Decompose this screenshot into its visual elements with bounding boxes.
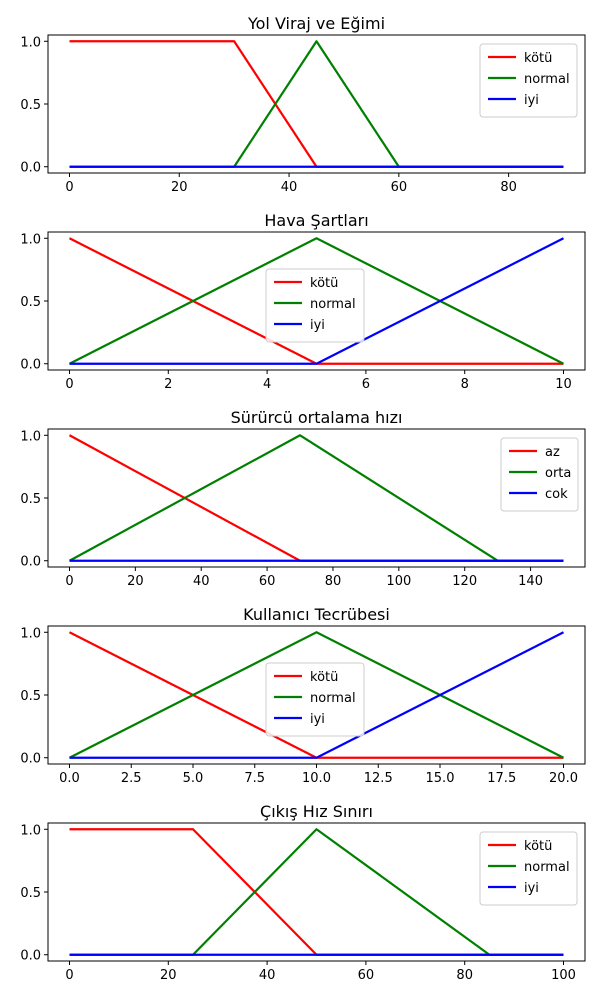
x-tick-label: 100	[386, 574, 411, 589]
x-tick-label: 120	[452, 574, 477, 589]
x-tick-label: 40	[259, 968, 276, 983]
x-tick-label: 8	[461, 377, 469, 392]
y-tick-label: 1.0	[20, 626, 41, 641]
y-tick-label: 1.0	[20, 429, 41, 444]
chart-panel-1: Yol Viraj ve Eğimi 0 20 40 60 80 0.0 0.5 1.0 kötü…	[20, 14, 586, 195]
y-tick-label: 0.0	[20, 161, 41, 176]
chart-panel-4: Kullanıcı Tecrübesi 0.0 2.5 5.0 7.5 10.0 12.5 1…	[20, 605, 586, 786]
x-tick-label: 100	[551, 968, 576, 983]
y-tick-label: 1.0	[20, 35, 41, 50]
x-tick-label: 10	[555, 377, 572, 392]
legend-label: iyi	[524, 881, 539, 896]
chart-title: Kullanıcı Tecrübesi	[243, 605, 390, 624]
legend-label: normal	[524, 72, 570, 87]
y-tick-label: 0.0	[20, 358, 41, 373]
x-tick-label: 2.5	[121, 771, 142, 786]
y-tick-label: 0.0	[20, 949, 41, 964]
chart-title: Yol Viraj ve Eğimi	[247, 14, 385, 33]
x-tick-label: 60	[391, 180, 408, 195]
series-line-az	[68, 434, 564, 562]
legend-label: orta	[545, 466, 571, 481]
y-tick-label: 0.5	[20, 492, 41, 507]
chart-panel-2: Hava Şartları 0 2 4 6 8 10 0.0 0.5 1.0 kötü normal i…	[20, 211, 586, 392]
legend: kötü normal iyi	[479, 43, 578, 118]
x-tick-label: 60	[259, 574, 276, 589]
x-tick-label: 2	[164, 377, 172, 392]
legend-label: kötü	[310, 670, 338, 685]
chart-panel-5: Çıkış Hız Sınırı 0 20 40 60 80 100 0.0 0.5 1.0 köt…	[20, 802, 586, 983]
x-tick-label: 40	[193, 574, 210, 589]
x-tick-label: 80	[456, 968, 473, 983]
x-tick-label: 60	[358, 968, 375, 983]
series-line-iyi	[69, 237, 565, 365]
x-tick-label: 0	[65, 377, 73, 392]
series-line-normal	[68, 631, 565, 759]
chart-panel-3: Sürürcü ortalama hızı 0 20 40 60 80 100 120 140 0…	[20, 408, 586, 589]
x-tick-label: 140	[518, 574, 543, 589]
x-tick-label: 10.0	[302, 771, 331, 786]
legend-label: cok	[545, 487, 568, 502]
series-line-orta	[68, 434, 564, 562]
x-tick-label: 0	[65, 180, 73, 195]
y-tick-label: 0.0	[20, 555, 41, 570]
y-tick-label: 1.0	[20, 232, 41, 247]
x-tick-label: 17.5	[487, 771, 516, 786]
y-tick-label: 0.0	[20, 752, 41, 767]
y-tick-label: 0.5	[20, 689, 41, 704]
legend: kötü normal iyi	[265, 268, 365, 343]
y-tick-label: 0.5	[20, 295, 41, 310]
x-tick-label: 80	[500, 180, 517, 195]
series-line-normal	[68, 237, 565, 365]
x-tick-label: 5.0	[183, 771, 204, 786]
legend: kötü normal iyi	[479, 831, 578, 906]
x-tick-label: 80	[325, 574, 342, 589]
legend-label: normal	[310, 691, 356, 706]
legend-label: iyi	[524, 93, 539, 108]
x-tick-label: 12.5	[364, 771, 393, 786]
x-tick-label: 6	[362, 377, 370, 392]
legend-label: normal	[524, 860, 570, 875]
chart-title: Sürürcü ortalama hızı	[231, 408, 403, 427]
legend-label: iyi	[310, 712, 325, 727]
x-tick-label: 7.5	[244, 771, 265, 786]
y-tick-label: 1.0	[20, 823, 41, 838]
x-tick-label: 20	[171, 180, 188, 195]
legend-label: normal	[310, 297, 356, 312]
x-tick-label: 0.0	[59, 771, 80, 786]
legend-label: az	[545, 445, 560, 460]
y-tick-label: 0.5	[20, 886, 41, 901]
chart-title: Çıkış Hız Sınırı	[260, 802, 373, 821]
series-line-iyi	[69, 631, 565, 759]
x-tick-label: 0	[65, 968, 73, 983]
x-tick-label: 20	[160, 968, 177, 983]
x-tick-label: 4	[263, 377, 271, 392]
legend: az orta cok	[500, 437, 579, 512]
legend: kötü normal iyi	[265, 662, 365, 737]
legend-label: kötü	[524, 839, 552, 854]
legend-label: kötü	[310, 276, 338, 291]
x-tick-label: 20	[127, 574, 144, 589]
chart-title: Hava Şartları	[264, 211, 368, 230]
y-tick-label: 0.5	[20, 98, 41, 113]
x-tick-label: 15.0	[426, 771, 455, 786]
legend-label: iyi	[310, 318, 325, 333]
legend-label: kötü	[524, 51, 552, 66]
x-tick-label: 40	[281, 180, 298, 195]
x-tick-label: 0	[65, 574, 73, 589]
x-tick-label: 20.0	[549, 771, 578, 786]
